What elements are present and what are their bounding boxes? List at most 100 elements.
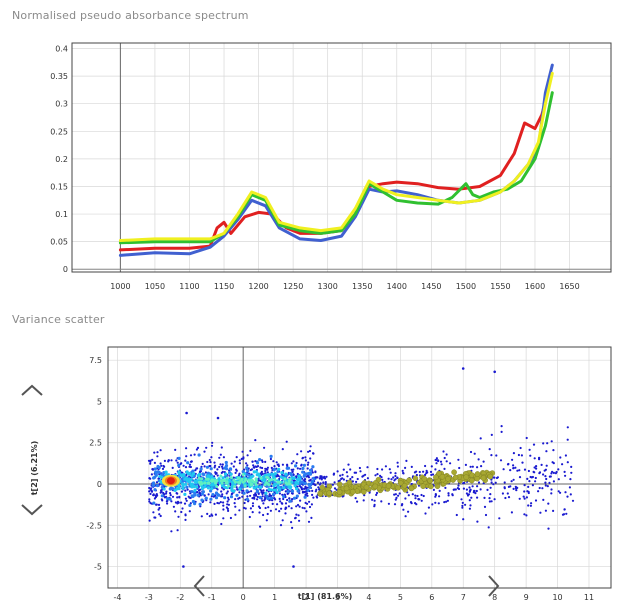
scatter-trend-point (439, 473, 446, 480)
scatter-point (502, 468, 505, 471)
scatter-point (210, 456, 213, 459)
scatter-point (503, 487, 506, 490)
scatter-point (490, 500, 493, 503)
scatter-point (230, 493, 233, 496)
scatter-xlabel: t[1] (81.6%) (298, 592, 353, 601)
scatter-point (529, 475, 532, 479)
scatter-point (215, 472, 218, 475)
scatter-point (486, 488, 489, 491)
scatter-point (443, 467, 446, 470)
scatter-point (297, 514, 300, 517)
scatter-point (566, 438, 569, 441)
scatter-density-point (194, 480, 198, 484)
scatter-density-point (258, 458, 262, 462)
spectrum-x-tick: 1050 (145, 282, 165, 291)
scatter-point (432, 488, 435, 491)
scatter-density-point (238, 487, 242, 491)
scatter-point (455, 513, 458, 517)
scatter-point (281, 448, 284, 451)
scatter-point (422, 470, 425, 473)
scatter-point (180, 490, 183, 493)
scatter-point (461, 501, 464, 504)
scatter-density-point (220, 484, 224, 488)
spectrum-title: Normalised pseudo absorbance spectrum (12, 9, 249, 22)
scatter-point (341, 495, 344, 498)
spectrum-x-tick: 1150 (214, 282, 234, 291)
chevron-up-icon[interactable] (20, 380, 44, 402)
scatter-point (442, 450, 445, 453)
scatter-point (534, 499, 538, 502)
scatter-point (276, 503, 279, 506)
scatter-trend-point (406, 477, 413, 483)
scatter-point (307, 476, 311, 479)
scatter-point (571, 499, 575, 502)
scatter-point (286, 463, 289, 466)
scatter-point (561, 463, 564, 466)
chevron-right-icon[interactable] (487, 574, 501, 603)
scatter-density-point (203, 485, 207, 489)
scatter-point (544, 484, 547, 487)
scatter-point (200, 515, 203, 518)
scatter-point (285, 440, 288, 443)
scatter-point (446, 499, 449, 502)
scatter-point (172, 505, 175, 508)
scatter-point (300, 488, 303, 491)
scatter-point (166, 502, 169, 505)
scatter-density-point (269, 488, 273, 492)
scatter-density-point (272, 488, 276, 492)
scatter-density-point (278, 488, 282, 492)
scatter-point (184, 497, 187, 500)
scatter-density-point (296, 489, 300, 493)
scatter-trend-point (385, 483, 392, 489)
scatter-point (444, 486, 447, 489)
scatter-point (159, 514, 162, 518)
scatter-point (526, 490, 529, 493)
scatter-density-point (224, 472, 228, 476)
scatter-point (504, 496, 507, 500)
scatter-point (415, 473, 418, 477)
scatter-trend-point (336, 489, 343, 495)
scatter-point (468, 507, 471, 510)
scatter-density-point (181, 486, 185, 490)
scatter-point (225, 492, 228, 495)
scatter-density-point (273, 482, 277, 486)
chevron-left-icon[interactable] (192, 574, 206, 603)
scatter-point (464, 463, 467, 466)
scatter-density-point (301, 470, 305, 474)
scatter-point (189, 460, 193, 463)
scatter-point (545, 477, 548, 481)
scatter-point (219, 463, 222, 466)
scatter-point (322, 476, 325, 479)
scatter-title: Variance scatter (12, 313, 105, 326)
scatter-point (278, 492, 281, 495)
scatter-point (380, 500, 383, 503)
scatter-density-point (249, 476, 253, 480)
scatter-point (443, 501, 446, 504)
scatter-point (222, 508, 225, 511)
scatter-point (515, 489, 518, 492)
scatter-point (262, 502, 265, 505)
scatter-point (545, 450, 548, 453)
spectrum-x-tick: 1400 (387, 282, 407, 291)
chevron-down-icon[interactable] (20, 500, 44, 522)
spectrum-y-tick: 0.3 (55, 100, 68, 109)
scatter-point (148, 490, 151, 493)
scatter-point (351, 476, 354, 479)
scatter-density-point (214, 491, 219, 495)
scatter-density-point (206, 477, 210, 481)
spectrum-y-tick: 0.05 (50, 238, 68, 247)
scatter-point (509, 469, 512, 472)
scatter-point (290, 521, 293, 524)
scatter-point (263, 446, 266, 449)
scatter-point (565, 512, 568, 515)
scatter-density-point (286, 466, 291, 470)
scatter-point (167, 459, 170, 462)
scatter-x-tick: 6 (429, 593, 434, 602)
scatter-point (233, 460, 236, 463)
scatter-point (238, 509, 241, 512)
scatter-point (149, 462, 152, 465)
scatter-point (188, 510, 191, 513)
scatter-point (314, 470, 317, 473)
scatter-point (427, 506, 430, 509)
scatter-point (418, 470, 421, 474)
